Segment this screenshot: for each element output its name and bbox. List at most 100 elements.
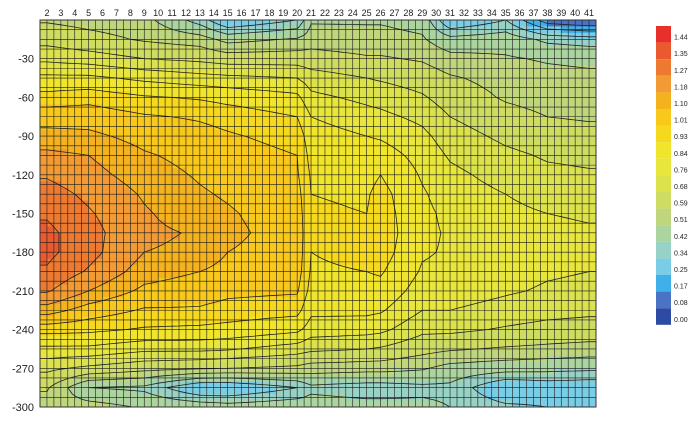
heat-cell (185, 71, 194, 79)
heat-cell (338, 136, 347, 144)
heat-cell (199, 20, 208, 28)
heat-cell (463, 129, 472, 137)
heat-cell (352, 194, 361, 202)
heat-cell (276, 149, 284, 157)
heat-cell (436, 348, 444, 356)
heat-cell (401, 316, 409, 324)
heat-cell (582, 90, 590, 98)
heat-cell (255, 149, 263, 157)
heat-cell (283, 387, 291, 395)
heat-cell (394, 155, 402, 163)
heat-cell (206, 174, 215, 182)
heat-cell (283, 110, 291, 118)
heat-cell (241, 58, 250, 66)
heat-cell (450, 239, 458, 247)
heat-cell (206, 342, 215, 350)
heat-cell (109, 265, 118, 273)
heat-cell (109, 149, 118, 157)
heat-cell (575, 284, 583, 292)
heat-cell (415, 361, 423, 369)
heat-cell (95, 284, 104, 292)
heat-cell (484, 271, 493, 279)
heat-cell (185, 265, 194, 273)
heat-cell (366, 84, 375, 92)
heat-cell (290, 97, 298, 105)
heat-cell (46, 368, 55, 376)
heat-cell (276, 58, 284, 66)
heat-cell (470, 52, 479, 60)
x-tick-label: 16 (237, 8, 247, 18)
heat-cell (318, 168, 326, 176)
heat-cell (359, 39, 368, 47)
heat-cell (227, 97, 236, 105)
heat-cell (255, 103, 263, 111)
heat-cell (575, 149, 583, 157)
heat-cell (53, 310, 62, 318)
heat-cell (227, 213, 236, 221)
x-tick-label: 2 (44, 8, 49, 18)
heat-cell (338, 303, 347, 311)
heat-cell (352, 116, 361, 124)
heat-cell (359, 265, 368, 273)
heat-cell (227, 90, 236, 98)
heat-cell (255, 97, 263, 105)
heat-cell (561, 136, 569, 144)
heat-cell (422, 381, 430, 389)
heat-cell (283, 103, 291, 111)
heat-cell (575, 39, 583, 47)
heat-cell (46, 136, 55, 144)
heat-cell (81, 129, 90, 137)
heat-cell (582, 284, 590, 292)
heat-cell (561, 361, 569, 369)
heat-cell (533, 136, 541, 144)
heat-cell (88, 103, 97, 111)
heat-cell (491, 387, 500, 395)
heat-cell (575, 78, 583, 86)
heat-cell (318, 26, 326, 34)
heat-cell (498, 400, 507, 407)
heat-cell (199, 90, 208, 98)
heat-cell (568, 90, 576, 98)
heat-cell (241, 368, 250, 376)
heat-cell (408, 310, 416, 318)
heat-cell (262, 97, 270, 105)
heat-cell (151, 32, 159, 40)
heat-cell (158, 271, 166, 279)
heat-cell (443, 78, 451, 86)
heat-cell (304, 381, 312, 389)
heat-cell (366, 174, 375, 182)
heat-cell (88, 232, 97, 240)
heat-cell (255, 232, 263, 240)
heat-cell (172, 284, 180, 292)
heat-cell (338, 361, 347, 369)
heat-cell (547, 39, 555, 47)
heat-cell (185, 136, 194, 144)
heat-cell (116, 239, 124, 247)
heat-cell (185, 155, 194, 163)
heat-cell (262, 174, 270, 182)
heat-cell (297, 381, 305, 389)
heat-cell (380, 303, 389, 311)
heat-cell (158, 232, 166, 240)
heat-cell (415, 245, 423, 253)
heat-cell (40, 52, 48, 60)
heat-cell (324, 329, 333, 337)
heat-cell (297, 310, 305, 318)
heat-cell (116, 316, 124, 324)
heat-cell (116, 155, 124, 163)
heat-cell (589, 368, 596, 376)
heat-cell (568, 348, 576, 356)
heat-cell (220, 78, 229, 86)
heat-cell (554, 348, 562, 356)
heat-cell (380, 174, 389, 182)
heat-cell (491, 245, 500, 253)
heat-cell (241, 381, 250, 389)
heat-cell (255, 26, 263, 34)
heat-cell (40, 155, 48, 163)
heat-cell (130, 252, 138, 260)
heat-cell (394, 129, 402, 137)
heat-cell (484, 194, 493, 202)
heat-cell (387, 271, 396, 279)
heat-cell (554, 342, 562, 350)
